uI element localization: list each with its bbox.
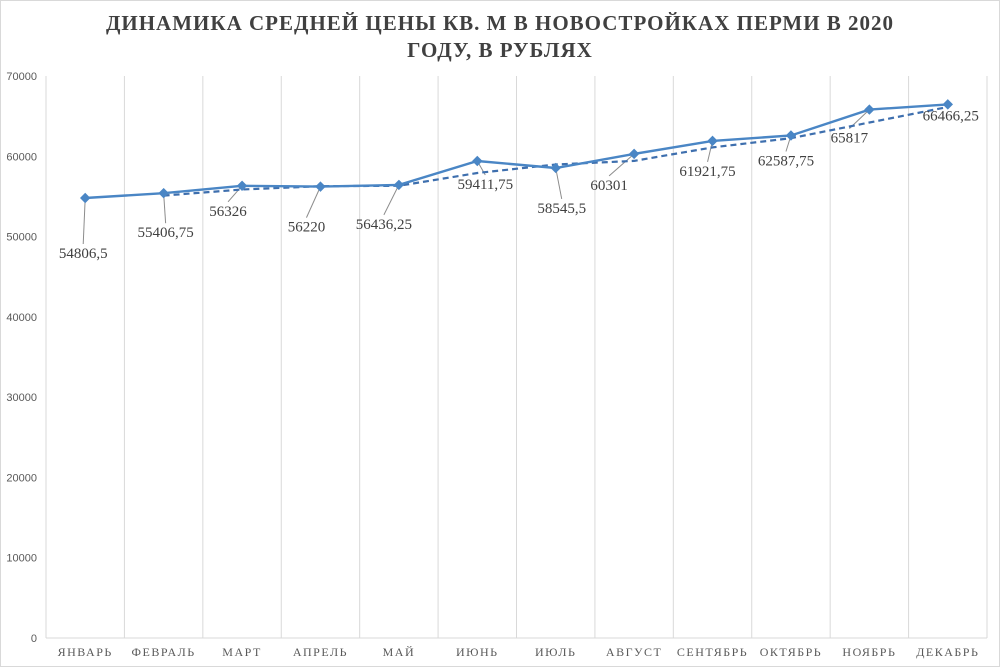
y-tick-label: 20000 (6, 472, 37, 484)
data-label: 66466,25 (923, 108, 979, 124)
diamond-marker (628, 148, 640, 160)
diamond-marker (550, 162, 561, 174)
x-tick-label: СЕНТЯБРЬ (677, 645, 748, 659)
chart-title: ДИНАМИКА СРЕДНЕЙ ЦЕНЫ КВ. М В НОВОСТРОЙК… (0, 10, 1000, 64)
data-label: 56326 (209, 204, 247, 220)
x-tick-label: ИЮНЬ (456, 645, 499, 659)
data-labels: 54806,5 55406,75 56326 56220 56436,25 59411,7… (59, 108, 979, 262)
series-line (85, 103, 948, 200)
data-label: 59411,75 (457, 177, 513, 193)
diamond-marker (785, 130, 797, 141)
diamond-marker (393, 179, 405, 191)
diamond-marker (864, 104, 875, 115)
y-tick-label: 10000 (6, 553, 37, 565)
data-label: 62587,75 (758, 154, 814, 170)
leader-line (608, 153, 635, 177)
diamond-marker (942, 99, 953, 110)
x-tick-label: ОКТЯБРЬ (760, 645, 823, 659)
y-tick-label: 30000 (6, 392, 37, 404)
data-label: 56220 (288, 220, 326, 236)
diamond-marker (158, 187, 169, 199)
x-tick-label: АПРЕЛЬ (293, 645, 348, 659)
leader-line (82, 197, 86, 245)
y-tick-label: 60000 (6, 151, 37, 163)
y-tick-label: 0 (31, 633, 37, 645)
x-tick-label: НОЯБРЬ (842, 645, 896, 659)
data-label: 58545,5 (537, 201, 586, 217)
y-tick-label: 40000 (6, 312, 37, 324)
diamond-marker (80, 192, 91, 204)
x-tick-label: ИЮЛЬ (535, 645, 576, 659)
leader-line (163, 193, 167, 224)
x-axis-tick-labels: ЯНВАРЬ ФЕВРАЛЬ МАРТ АПРЕЛЬ МАЙ ИЮНЬ ИЮЛЬ АВГУСТ… (58, 645, 979, 659)
diamond-marker (707, 135, 718, 147)
diamond-marker (315, 181, 326, 192)
data-label: 55406,75 (138, 225, 194, 241)
y-axis-tick-labels: 0 10000 20000 30000 40000 50000 60000 70000 (6, 71, 37, 645)
x-tick-label: ФЕВРАЛЬ (132, 645, 196, 659)
data-label: 54806,5 (59, 246, 108, 262)
x-tick-label: МАЙ (383, 645, 416, 659)
leader-line (306, 186, 321, 218)
x-tick-label: ЯНВАРЬ (58, 645, 113, 659)
data-label: 61921,75 (679, 164, 735, 180)
diamond-marker (472, 155, 483, 167)
vertical-gridlines (45, 76, 988, 639)
y-tick-label: 50000 (6, 232, 37, 244)
leader-line (555, 167, 563, 200)
y-tick-label: 70000 (6, 71, 37, 83)
x-tick-label: ДЕКАБРЬ (916, 645, 979, 659)
leader-line (383, 184, 400, 216)
data-label: 56436,25 (356, 217, 412, 233)
data-label: 65817 (831, 131, 869, 147)
x-tick-label: АВГУСТ (606, 645, 662, 659)
data-label: 60301 (590, 178, 628, 194)
chart-title-line-1: ДИНАМИКА СРЕДНЕЙ ЦЕНЫ КВ. М В НОВОСТРОЙК… (105, 11, 895, 35)
diamond-marker (236, 180, 248, 191)
series-markers (80, 99, 953, 204)
x-tick-label: МАРТ (222, 645, 262, 659)
chart-title-line-2: ГОДУ, В РУБЛЯХ (407, 38, 593, 62)
